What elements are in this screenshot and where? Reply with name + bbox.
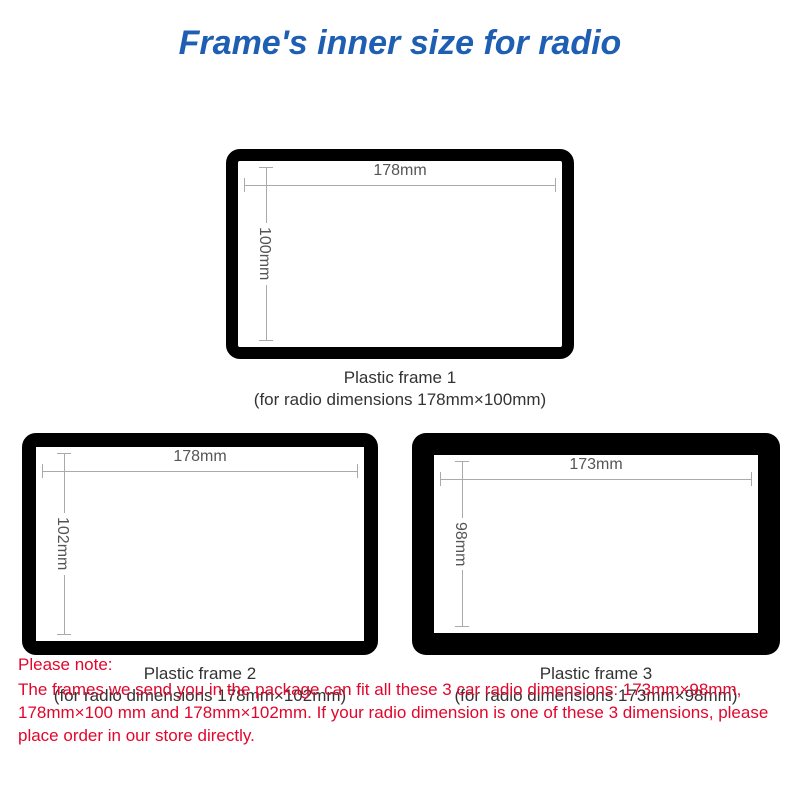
width-label: 178mm (169, 448, 230, 466)
frame-caption: Plastic frame 1 (for radio dimensions 178… (254, 367, 546, 411)
height-label: 100mm (255, 223, 273, 284)
page-title: Frame's inner size for radio (0, 0, 800, 73)
note-block: Please note: The frames we send you in t… (18, 654, 782, 748)
width-dimension: 173mm (440, 469, 752, 489)
frame-block-1: 178mm 100mm Plastic frame 1 (for radio dime… (226, 149, 574, 411)
width-dimension: 178mm (244, 175, 556, 195)
height-label: 102mm (53, 513, 71, 574)
frame-name: Plastic frame 1 (344, 368, 456, 387)
note-header: Please note: (18, 654, 782, 677)
note-body: The frames we send you in the package ca… (18, 680, 768, 745)
frame-outline: 178mm 100mm (226, 149, 574, 359)
frame-outline: 173mm 98mm (412, 433, 780, 655)
height-dimension: 100mm (256, 167, 276, 341)
width-label: 178mm (369, 162, 430, 180)
frame-outline: 178mm 102mm (22, 433, 378, 655)
width-label: 173mm (565, 456, 626, 474)
height-dimension: 98mm (452, 461, 472, 627)
frame-sub: (for radio dimensions 178mm×100mm) (254, 389, 546, 411)
height-label: 98mm (451, 518, 469, 570)
width-dimension: 178mm (42, 461, 358, 481)
height-dimension: 102mm (54, 453, 74, 635)
